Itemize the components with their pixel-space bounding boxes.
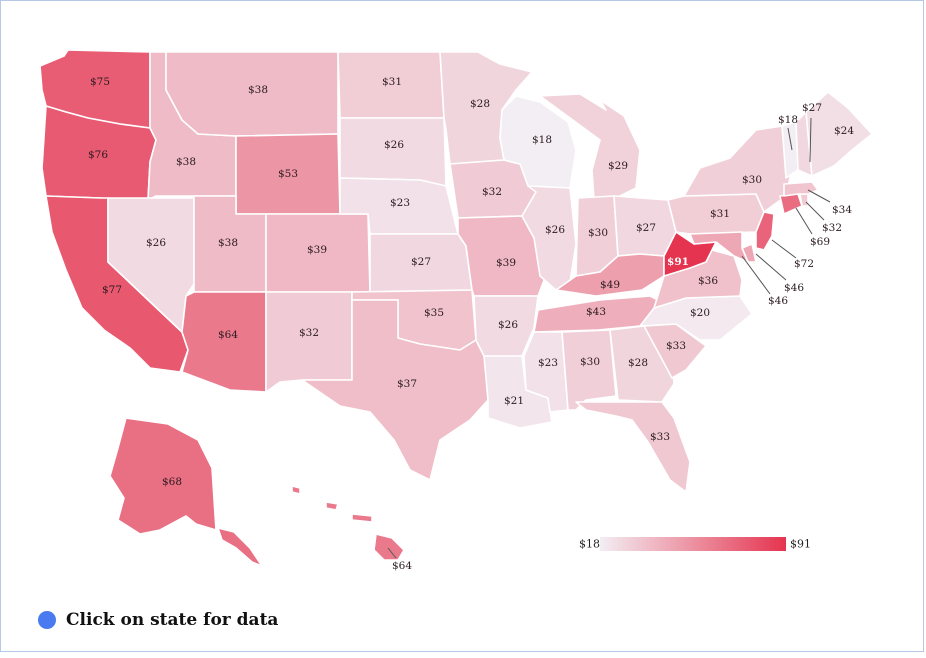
state-wy[interactable]	[235, 133, 341, 215]
state-tx[interactable]	[301, 299, 489, 481]
leader-line-ct	[795, 207, 813, 235]
leader-line-nj	[771, 239, 797, 259]
state-az[interactable]	[181, 291, 267, 393]
state-wv[interactable]	[663, 231, 717, 277]
footer-hint-text: Click on state for data	[66, 610, 279, 630]
state-mi[interactable]	[539, 93, 641, 201]
state-ct[interactable]	[779, 193, 803, 215]
state-mt[interactable]	[165, 51, 339, 137]
state-ks[interactable]	[369, 233, 473, 293]
state-oh[interactable]	[613, 195, 677, 257]
state-label-ct: $69	[810, 236, 830, 248]
color-legend: $18 $91	[579, 537, 811, 551]
state-ri[interactable]	[799, 193, 809, 207]
leader-line-nh	[809, 117, 812, 163]
leader-line-md	[741, 255, 771, 295]
state-nj[interactable]	[755, 211, 775, 251]
leader-line-hi	[387, 547, 397, 559]
leader-lines	[387, 117, 831, 559]
leader-line-de	[755, 253, 787, 281]
state-co[interactable]	[265, 213, 371, 293]
state-ak[interactable]	[109, 417, 263, 567]
state-nd[interactable]	[337, 51, 445, 119]
state-la[interactable]	[483, 355, 553, 429]
state-label-ri: $32	[822, 222, 842, 234]
leader-line-ma	[807, 189, 831, 203]
state-nm[interactable]	[265, 291, 353, 393]
state-label-md: $46	[768, 295, 788, 307]
state-fl[interactable]	[575, 401, 691, 493]
state-label-de: $46	[784, 282, 804, 294]
legend-max-label: $91	[790, 538, 811, 551]
legend-min-label: $18	[579, 538, 600, 551]
leader-line-ri	[805, 201, 825, 221]
state-label-ma: $34	[832, 204, 852, 216]
leader-line-vt	[787, 127, 793, 151]
state-pa[interactable]	[667, 193, 765, 235]
state-il[interactable]	[521, 185, 577, 291]
states-layer	[39, 49, 873, 567]
state-label-hi: $64	[392, 560, 412, 572]
state-sd[interactable]	[339, 117, 447, 187]
state-label-nj: $72	[794, 258, 814, 270]
footer-hint: Click on state for data	[38, 610, 278, 630]
state-al[interactable]	[561, 329, 617, 411]
state-ky[interactable]	[555, 253, 665, 297]
state-ma[interactable]	[783, 181, 819, 197]
state-hi[interactable]	[291, 485, 405, 561]
state-me[interactable]	[805, 91, 873, 177]
state-md[interactable]	[689, 231, 749, 263]
info-dot-icon	[38, 611, 56, 629]
legend-gradient-bar	[600, 537, 786, 551]
